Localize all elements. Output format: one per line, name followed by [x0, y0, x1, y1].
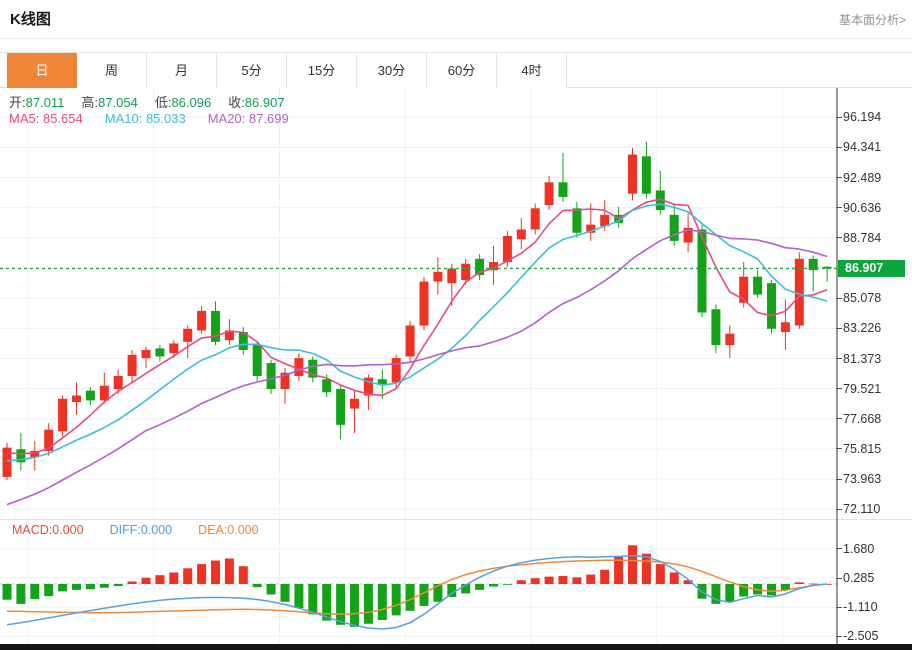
ma10-readout: MA10: 85.033 — [104, 111, 186, 126]
open-label: 开: — [9, 95, 26, 110]
axis-tick — [836, 635, 842, 637]
low-value: 86.096 — [171, 95, 212, 110]
axis-tick-label: 75.815 — [843, 441, 882, 456]
axis-tick — [836, 548, 842, 550]
tab-月[interactable]: 月 — [147, 53, 217, 88]
ma-readout: MA5: 85.654 MA10: 85.033 MA20: 87.699 — [9, 111, 289, 126]
axis-tick — [836, 297, 842, 299]
axis-tick — [836, 577, 842, 579]
axis-tick — [836, 327, 842, 329]
axis-tick — [836, 508, 842, 510]
diff-value-readout: DIFF:0.000 — [109, 523, 173, 537]
tab-周[interactable]: 周 — [77, 53, 147, 88]
axis-tick — [836, 418, 842, 420]
axis-tick-label: 0.285 — [843, 571, 875, 586]
axis-tick-label: 73.963 — [843, 472, 882, 487]
header-divider — [0, 38, 912, 39]
axis-tick-label: 94.341 — [843, 140, 882, 155]
tab-5分[interactable]: 5分 — [217, 53, 287, 88]
close-label: 收: — [228, 95, 245, 110]
ma20-readout: MA20: 87.699 — [207, 111, 289, 126]
axis-tick — [836, 358, 842, 360]
axis-tick-label: 90.636 — [843, 200, 882, 215]
axis-tick-label: 72.110 — [843, 502, 881, 517]
axis-tick-label: 1.680 — [843, 541, 875, 556]
axis-tick — [836, 388, 842, 390]
axis-tick-label: -1.110 — [843, 600, 878, 615]
page-title: K线图 — [10, 11, 51, 28]
axis-tick-label: 96.194 — [843, 110, 882, 125]
dea-value-readout: DEA:0.000 — [198, 523, 259, 537]
tab-60分[interactable]: 60分 — [427, 53, 497, 88]
axis-tick — [836, 177, 842, 179]
ma5-readout: MA5: 85.654 — [9, 111, 83, 126]
axis-tick — [836, 146, 842, 148]
axis-tick — [836, 237, 842, 239]
tab-30分[interactable]: 30分 — [357, 53, 427, 88]
macd-value-readout: MACD:0.000 — [12, 523, 84, 537]
axis-tick-label: 81.373 — [843, 351, 882, 366]
fundamental-analysis-link[interactable]: 基本面分析> — [838, 13, 906, 27]
axis-tick — [836, 478, 842, 480]
close-value: 86.907 — [244, 95, 285, 110]
axis-tick-label: 85.078 — [843, 291, 882, 306]
axis-tick-label: 92.489 — [843, 170, 882, 185]
axis-tick — [836, 207, 842, 209]
axis-tick — [836, 448, 842, 450]
high-value: 87.054 — [98, 95, 138, 110]
axis-tick — [836, 606, 842, 608]
axis-tick — [836, 116, 842, 118]
low-label: 低: — [154, 95, 172, 110]
high-label: 高: — [81, 95, 99, 110]
axis-tick-label: -2.505 — [843, 629, 879, 644]
axis-tick-label: 79.521 — [843, 381, 882, 396]
period-tabbar: 日周月 5分 15分 30分 60分 4时 — [0, 52, 912, 88]
tab-15分[interactable]: 15分 — [287, 53, 357, 88]
axis-tick-label: 77.668 — [843, 411, 882, 426]
macd-readout: MACD:0.000 DIFF:0.000 DEA:0.000 — [12, 523, 259, 537]
tab-日[interactable]: 日 — [7, 53, 77, 88]
axis-tick-label: 88.784 — [843, 230, 882, 245]
current-price-label: 86.907 — [838, 259, 905, 277]
tab-4时[interactable]: 4时 — [497, 53, 567, 88]
ohlc-readout: 开:87.011 高:87.054 低:86.096 收:86.907 — [9, 92, 285, 111]
chart-bottom-border — [0, 644, 912, 650]
open-value: 87.011 — [25, 95, 65, 110]
axis-tick-label: 83.226 — [843, 321, 882, 336]
